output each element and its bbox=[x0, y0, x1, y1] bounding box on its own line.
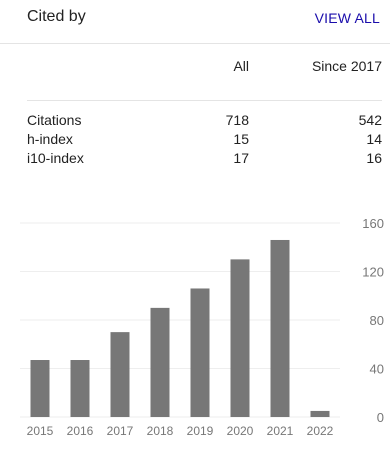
y-tick-label: 160 bbox=[362, 216, 384, 231]
column-header-all: All bbox=[233, 58, 249, 74]
bar-2016[interactable] bbox=[70, 360, 90, 417]
table-header-divider bbox=[27, 76, 382, 101]
bar-2018[interactable] bbox=[150, 307, 170, 417]
view-all-link[interactable]: VIEW ALL bbox=[314, 10, 380, 26]
citations-bar-chart: 0 40 80 120 160 2015 2016 2017 2018 2019 2020 2021 2… bbox=[20, 216, 384, 438]
bar-2017[interactable] bbox=[110, 332, 130, 417]
table-row: i10-index 17 16 bbox=[27, 148, 382, 167]
metric-since-value: 14 bbox=[366, 130, 382, 147]
citation-stats-table: All Since 2017 Citations 718 542 h-index… bbox=[27, 56, 382, 167]
bar-2020[interactable] bbox=[230, 259, 250, 417]
metric-since-value: 16 bbox=[366, 149, 382, 166]
metric-since-value: 542 bbox=[358, 111, 382, 128]
metric-all-value: 17 bbox=[233, 149, 249, 166]
y-tick-label: 120 bbox=[362, 265, 384, 280]
x-tick-label-2016: 2016 bbox=[67, 424, 94, 438]
table-row: h-index 15 14 bbox=[27, 129, 382, 148]
y-tick-label: 80 bbox=[370, 313, 384, 328]
column-header-since: Since 2017 bbox=[311, 58, 382, 74]
y-tick-label: 40 bbox=[370, 362, 384, 377]
bar-2022[interactable] bbox=[310, 410, 330, 417]
column-header-metric bbox=[27, 56, 147, 76]
metric-name[interactable]: Citations bbox=[27, 111, 82, 128]
metric-name[interactable]: i10-index bbox=[27, 149, 84, 166]
bar-2021[interactable] bbox=[270, 239, 290, 417]
y-tick-label: 0 bbox=[377, 410, 384, 425]
x-tick-label-2018: 2018 bbox=[147, 424, 174, 438]
x-tick-label-2019: 2019 bbox=[187, 424, 214, 438]
cited-by-header: Cited by VIEW ALL bbox=[0, 0, 390, 44]
table-header-row: All Since 2017 bbox=[27, 56, 382, 76]
metric-name[interactable]: h-index bbox=[27, 130, 73, 147]
x-tick-label-2021: 2021 bbox=[267, 424, 294, 438]
bar-2015[interactable] bbox=[30, 360, 50, 417]
widget-title: Cited by bbox=[27, 8, 86, 25]
x-tick-label-2020: 2020 bbox=[227, 424, 254, 438]
x-tick-label-2022: 2022 bbox=[307, 424, 334, 438]
metric-all-value: 718 bbox=[225, 111, 249, 128]
x-tick-label-2017: 2017 bbox=[107, 424, 134, 438]
x-tick-label-2015: 2015 bbox=[27, 424, 54, 438]
table-row: Citations 718 542 bbox=[27, 100, 382, 129]
metric-all-value: 15 bbox=[233, 130, 249, 147]
bar-2019[interactable] bbox=[190, 288, 210, 417]
